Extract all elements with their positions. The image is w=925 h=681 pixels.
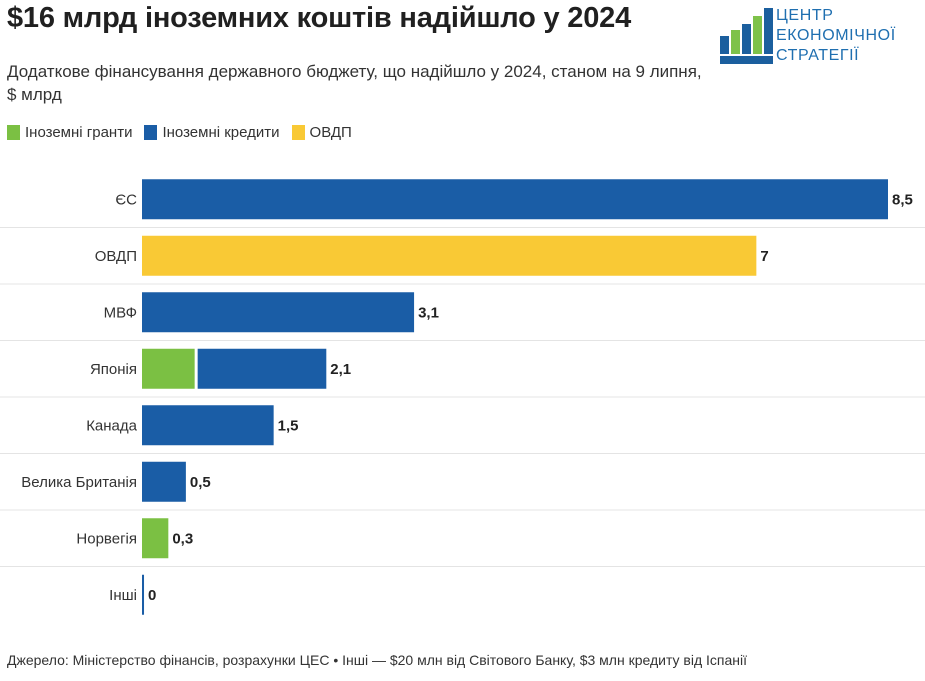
value-label: 0 [148,587,156,604]
bar-segment [142,348,195,389]
bar-segment [142,405,274,446]
bar-segment [142,461,186,502]
chart-subtitle: Додаткове фінансування державного бюджет… [7,62,702,104]
logo-bars-icon [720,8,773,64]
value-label: 0,3 [172,530,193,547]
bar-segment [142,518,169,559]
bar-segment [142,179,888,220]
category-label: Інші [109,587,137,604]
bar-segment [142,292,415,333]
legend-swatch-ovdp [291,125,305,140]
legend-label-grants: Іноземні гранти [25,124,133,141]
bar-segment [197,348,327,389]
logo-text: ЦЕНТР ЕКОНОМІЧНОЇ СТРАТЕГІЇ [776,6,896,66]
legend-label-ovdp: ОВДП [309,124,352,141]
legend-swatch-loans [144,125,158,140]
logo-line-1: ЦЕНТР [776,7,834,24]
bar-segment [142,574,145,615]
chart-legend: Іноземні гранти Іноземні кредити ОВДП [7,124,364,141]
legend-item-grants: Іноземні гранти [7,124,132,141]
category-label: Норвегія [76,530,137,547]
value-label: 7 [760,248,768,265]
value-label: 3,1 [418,304,439,321]
category-label: ОВДП [95,248,137,265]
value-label: 2,1 [330,361,351,378]
bar-segment [142,235,757,276]
legend-label-loans: Іноземні кредити [162,124,280,141]
value-label: 1,5 [278,417,299,434]
category-label: ЄС [115,191,137,208]
logo-line-3: СТРАТЕГІЇ [776,47,860,64]
legend-item-ovdp: ОВДП [291,124,352,141]
category-label: Японія [90,361,137,378]
ces-logo: ЦЕНТР ЕКОНОМІЧНОЇ СТРАТЕГІЇ [718,6,918,68]
chart-title: $16 млрд іноземних коштів надійшло у 202… [7,2,632,34]
legend-item-loans: Іноземні кредити [144,124,280,141]
value-label: 0,5 [190,474,211,491]
category-label: Канада [86,417,137,434]
logo-line-2: ЕКОНОМІЧНОЇ [776,27,896,44]
value-label: 8,5 [892,191,913,208]
category-label: Велика Британія [21,474,137,491]
legend-swatch-grants [7,125,20,140]
category-label: МВФ [104,304,137,321]
source-note: Джерело: Міністерство фінансів, розрахун… [7,652,748,668]
